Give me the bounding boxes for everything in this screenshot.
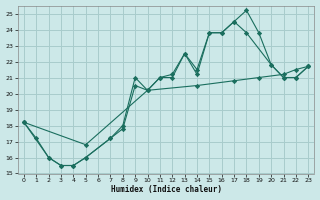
X-axis label: Humidex (Indice chaleur): Humidex (Indice chaleur) bbox=[111, 185, 221, 194]
